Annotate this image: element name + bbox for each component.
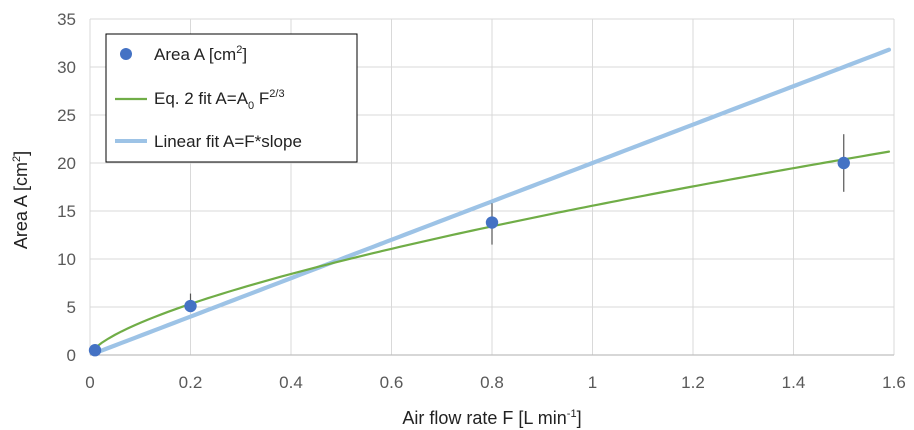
x-tick-label: 1.2 [681, 373, 705, 392]
data-point [837, 156, 850, 170]
legend-marker-area [120, 48, 132, 60]
y-tick-label: 5 [67, 298, 76, 317]
x-tick-labels: 0 0.2 0.4 0.6 0.8 1 1.2 1.4 1.6 [85, 373, 906, 392]
y-tick-label: 25 [57, 106, 76, 125]
y-tick-label: 10 [57, 250, 76, 269]
x-tick-label: 0.2 [179, 373, 203, 392]
y-tick-label: 35 [57, 10, 76, 29]
y-tick-label: 0 [67, 346, 76, 365]
linear-fit-line [92, 47, 892, 356]
legend-label-eq2: Eq. 2 fit A=A0 F2/3 [154, 88, 285, 112]
data-points [88, 156, 850, 357]
x-tick-label: 0.6 [380, 373, 404, 392]
x-tick-label: 0 [85, 373, 94, 392]
data-point [184, 299, 197, 313]
y-tick-label: 15 [57, 202, 76, 221]
legend: Area A [cm2] Eq. 2 fit A=A0 F2/3 Linear … [105, 33, 358, 163]
data-point [485, 216, 499, 229]
data-point [88, 344, 102, 357]
error-bars [94, 134, 845, 353]
x-axis-title: Air flow rate F [L min-1] [402, 408, 581, 428]
y-axis-title: Area A [cm2] [11, 151, 31, 249]
x-tick-label: 0.4 [279, 373, 303, 392]
y-tick-label: 20 [57, 154, 76, 173]
legend-label-area: Area A [cm2] [154, 44, 247, 64]
y-tick-labels: 0 5 10 15 20 25 30 35 [57, 10, 76, 365]
x-tick-label: 1.4 [782, 373, 806, 392]
legend-label-linear: Linear fit A=F*slope [154, 132, 302, 151]
x-tick-label: 1.6 [882, 373, 906, 392]
x-tick-label: 0.8 [480, 373, 504, 392]
legend-box [105, 33, 358, 163]
x-tick-label: 1 [588, 373, 597, 392]
y-tick-label: 30 [57, 58, 76, 77]
